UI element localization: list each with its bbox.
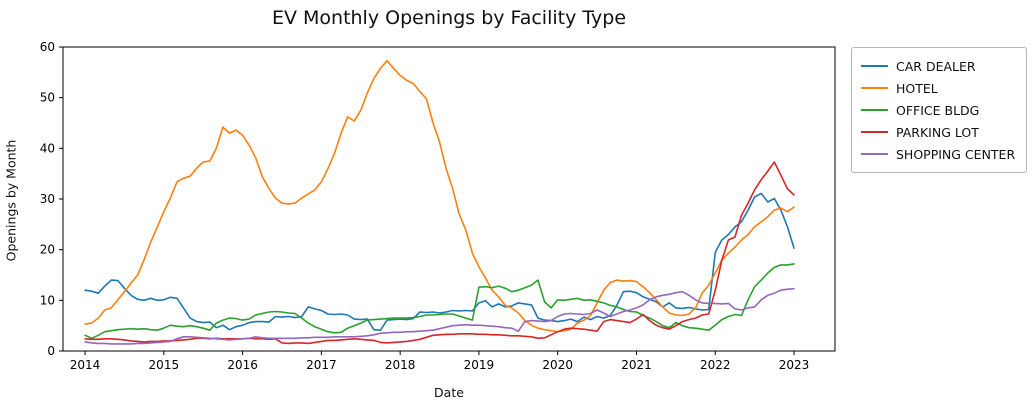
legend-item-car-dealer: CAR DEALER [861,55,1017,77]
legend-swatch-office-bldg [861,109,888,111]
x-tick-label: 2020 [542,358,573,372]
x-tick-label: 2022 [700,358,731,372]
x-tick-label: 2018 [385,358,416,372]
series-line-car-dealer [84,192,795,332]
series-line-shopping-center [84,287,795,345]
legend-swatch-shopping-center [861,153,888,155]
legend-label-car-dealer: CAR DEALER [896,58,976,74]
y-tick-label: 10 [40,293,55,307]
x-axis-label: Date [434,385,464,400]
legend-item-parking-lot: PARKING LOT [861,121,1017,143]
legend-swatch-parking-lot [861,131,888,133]
chart-title: EV Monthly Openings by Facility Type [271,7,627,29]
y-tick-label: 50 [40,91,55,105]
x-tick-label: 2023 [779,358,810,372]
y-tick-label: 20 [40,243,55,257]
y-tick-label: 0 [47,344,55,358]
x-tick-label: 2021 [621,358,652,372]
legend-label-hotel: HOTEL [896,80,938,96]
legend-item-shopping-center: SHOPPING CENTER [861,143,1017,165]
series-line-parking-lot [84,161,795,345]
y-tick-label: 60 [40,40,55,54]
plot-box [62,46,836,352]
legend-label-parking-lot: PARKING LOT [896,124,979,140]
x-tick-label: 2017 [306,358,337,372]
legend: CAR DEALER HOTEL OFFICE BLDG PARKING LOT SHO… [851,47,1027,173]
series-line-office-bldg [84,263,795,340]
y-tick-label: 30 [40,192,55,206]
x-tick-label: 2016 [227,358,258,372]
y-tick-label: 40 [40,141,55,155]
series-line-hotel [84,59,795,333]
legend-label-office-bldg: OFFICE BLDG [896,102,980,118]
x-tick-label: 2019 [464,358,495,372]
legend-item-office-bldg: OFFICE BLDG [861,99,1017,121]
x-tick-label: 2014 [70,358,101,372]
legend-item-hotel: HOTEL [861,77,1017,99]
legend-swatch-hotel [861,87,888,89]
legend-swatch-car-dealer [861,65,888,67]
x-tick-label: 2015 [149,358,180,372]
legend-label-shopping-center: SHOPPING CENTER [896,146,1016,162]
